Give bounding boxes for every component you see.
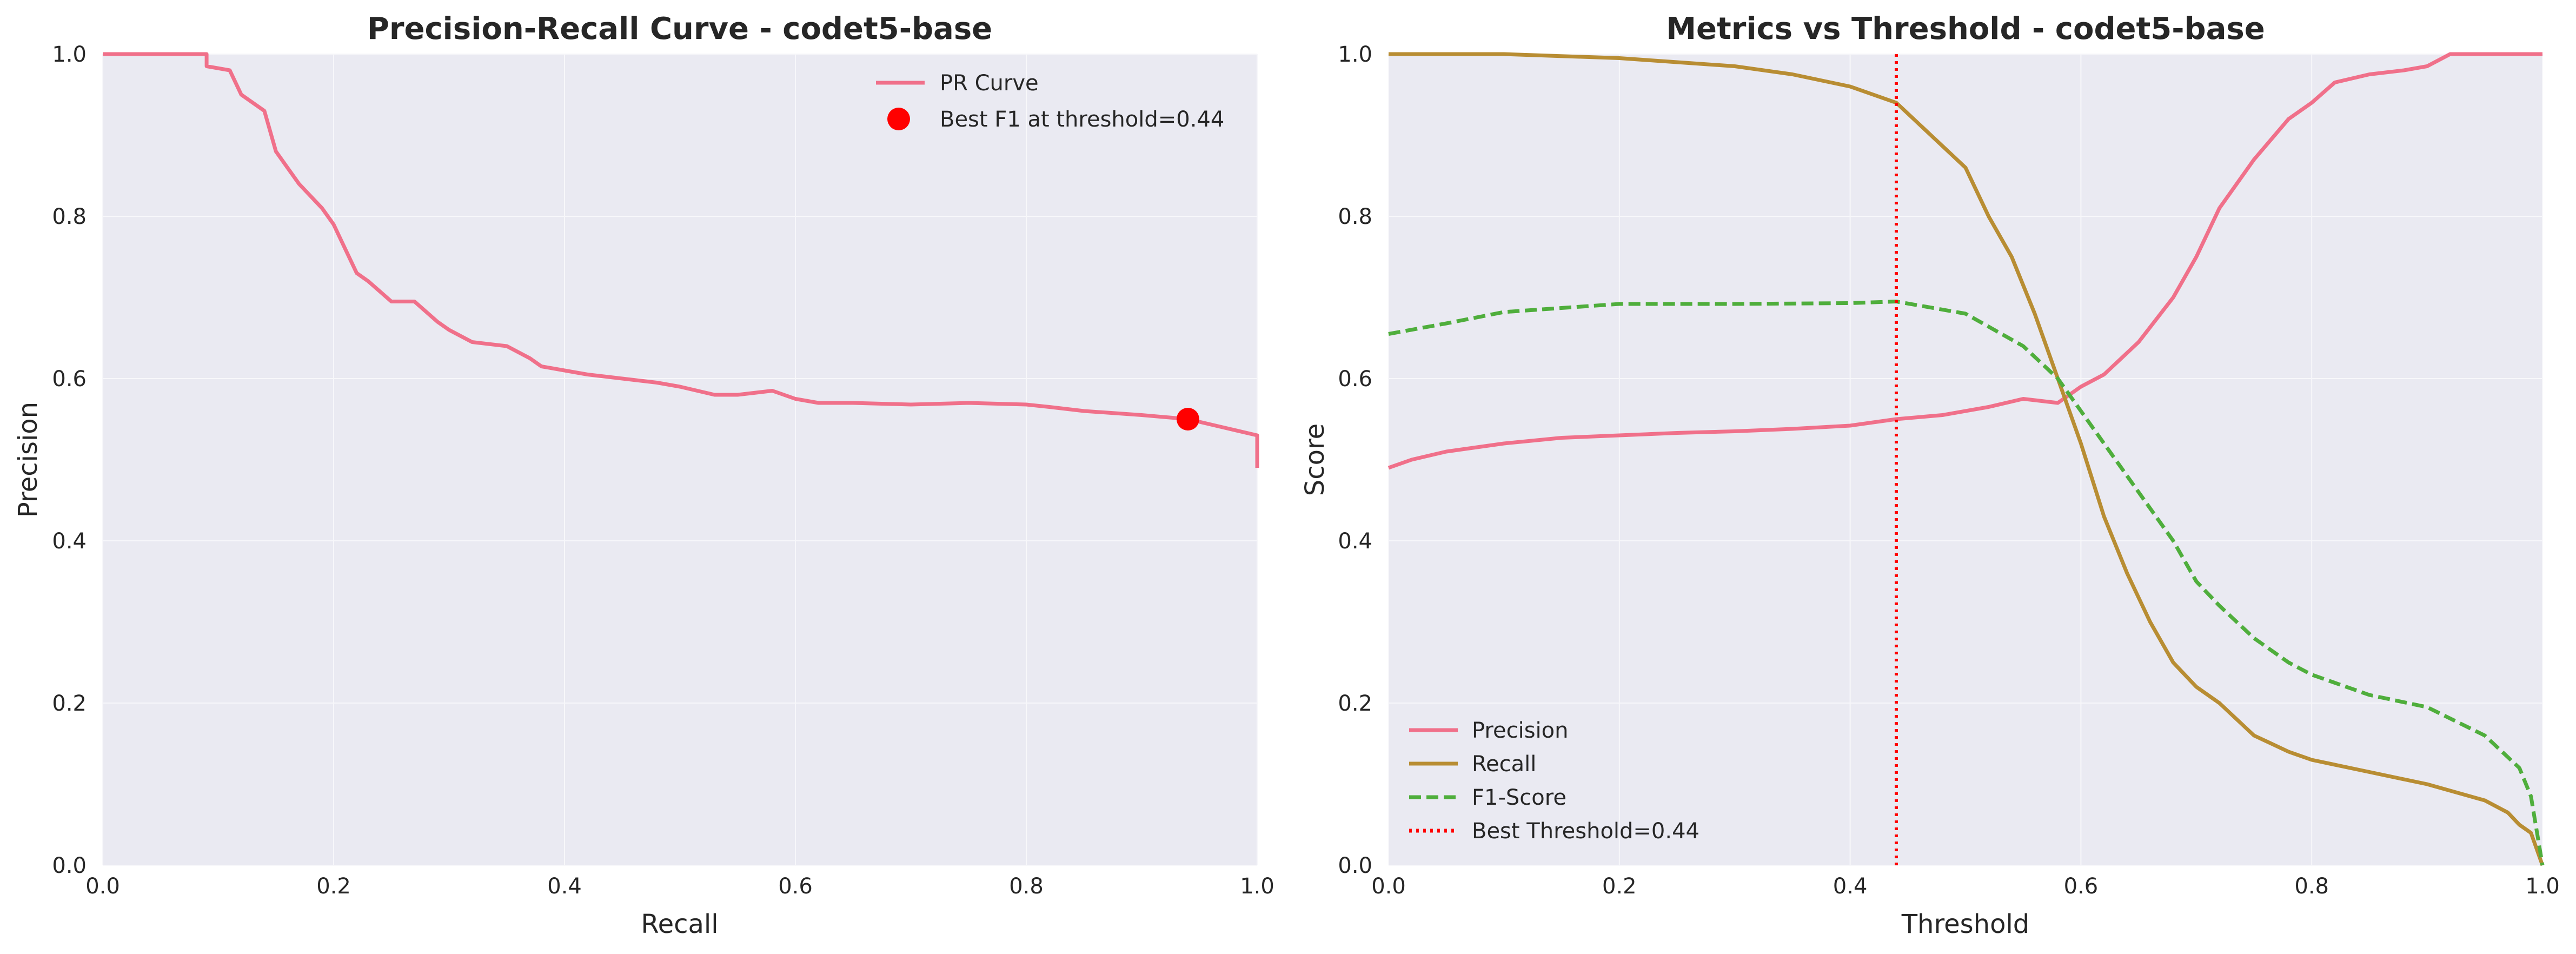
- x-tick-label: 0.8: [1009, 874, 1044, 899]
- x-tick-label: 0.6: [2064, 874, 2099, 899]
- y-tick-label: 0.4: [1338, 529, 1372, 554]
- y-tick-label: 0.6: [52, 367, 87, 392]
- series-pr-curve: [103, 52, 1259, 468]
- legend: PR Curve Best F1 at threshold=0.44: [876, 71, 1224, 132]
- series-f1-score: [1388, 300, 2545, 866]
- legend-label-recall: Recall: [1472, 752, 1536, 777]
- plot-area-bg: [1389, 54, 2542, 865]
- legend-label-best-f1: Best F1 at threshold=0.44: [940, 107, 1224, 132]
- y-tick-label: 1.0: [52, 42, 87, 67]
- y-axis-label: Precision: [13, 402, 43, 518]
- legend: Precision Recall F1-Score Best Threshold…: [1409, 718, 1699, 844]
- x-axis-label: Recall: [641, 909, 718, 939]
- tick-labels: 0.0 0.2 0.4 0.6 0.8 1.0 0.0 0.2 0.4 0.6 0.8 1.0: [1338, 42, 2559, 899]
- y-tick-label: 0.2: [52, 691, 87, 716]
- y-tick-label: 0.2: [1338, 691, 1372, 716]
- legend-label-best-threshold: Best Threshold=0.44: [1472, 819, 1699, 844]
- y-tick-label: 0.8: [1338, 204, 1372, 229]
- series-layer: [103, 52, 1259, 468]
- x-tick-label: 1.0: [2525, 874, 2560, 899]
- y-axis-label: Score: [1300, 423, 1330, 496]
- legend-swatch-best-f1: [887, 108, 910, 130]
- x-tick-label: 0.4: [547, 874, 582, 899]
- y-tick-label: 1.0: [1338, 42, 1372, 67]
- x-tick-label: 0.4: [1833, 874, 1868, 899]
- series-layer: [1387, 52, 2545, 866]
- x-tick-label: 0.0: [1371, 874, 1406, 899]
- x-tick-label: 1.0: [1240, 874, 1274, 899]
- y-tick-label: 0.0: [1338, 853, 1372, 878]
- chart-pr-curve: 0.0 0.2 0.4 0.6 0.8 1.0 0.0 0.2 0.4 0.6 0.8 1.0 Pre…: [13, 11, 1274, 939]
- y-tick-label: 0.4: [52, 529, 87, 554]
- y-tick-label: 0.6: [1338, 367, 1372, 392]
- legend-label-f1-score: F1-Score: [1472, 785, 1566, 810]
- plot-area-bg: [103, 54, 1257, 865]
- series-recall: [1389, 52, 2545, 866]
- x-tick-label: 0.2: [316, 874, 351, 899]
- y-tick-label: 0.8: [52, 204, 87, 229]
- y-tick-label: 0.0: [52, 853, 87, 878]
- x-tick-label: 0.0: [85, 874, 120, 899]
- legend-label-precision: Precision: [1472, 718, 1568, 743]
- chart-title: Precision-Recall Curve - codet5-base: [367, 11, 992, 47]
- best-f1-point: [1176, 408, 1199, 430]
- series-precision: [1387, 52, 2542, 470]
- tick-labels: 0.0 0.2 0.4 0.6 0.8 1.0 0.0 0.2 0.4 0.6 0.8 1.0: [52, 42, 1274, 899]
- x-tick-label: 0.2: [1602, 874, 1637, 899]
- x-tick-label: 0.8: [2294, 874, 2329, 899]
- chart-title: Metrics vs Threshold - codet5-base: [1666, 11, 2265, 47]
- grid: [1388, 54, 2543, 866]
- x-axis-label: Threshold: [1901, 909, 2030, 939]
- legend-label-pr-curve: PR Curve: [940, 71, 1039, 96]
- chart-metrics-threshold: 0.0 0.2 0.4 0.6 0.8 1.0 0.0 0.2 0.4 0.6 0.8 1.0 Met…: [1300, 11, 2560, 939]
- x-tick-label: 0.6: [778, 874, 813, 899]
